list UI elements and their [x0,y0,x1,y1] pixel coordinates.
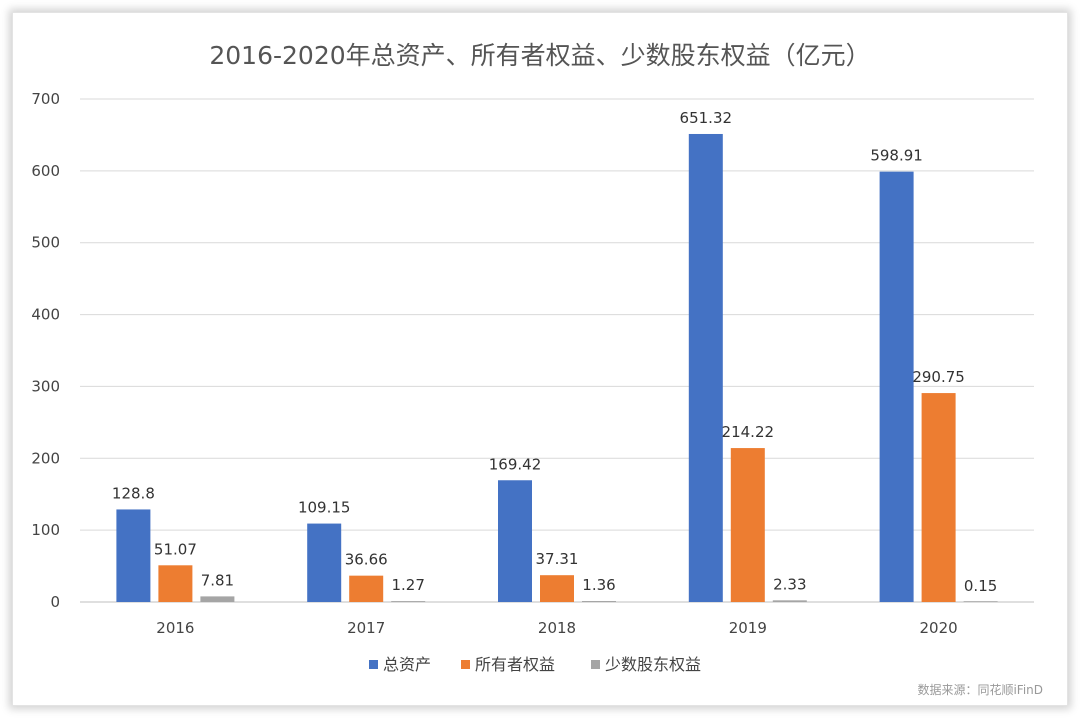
legend: 总资产 所有者权益 少数股东权益 [369,655,701,674]
bar-2019-3 [772,600,807,602]
bar-2018-1 [498,480,532,602]
x-tick-label: 2017 [347,619,385,637]
data-label: 1.36 [582,576,615,594]
bar-2018-2 [540,575,574,602]
chart-title: 2016-2020年总资产、所有者权益、少数股东权益（亿元） [209,41,870,70]
x-tick-label: 2019 [729,619,767,637]
bar-2016-2 [158,565,193,602]
grid-lines [80,98,1034,603]
data-label: 290.75 [912,368,965,386]
bar-2017-2 [349,575,384,602]
bar-2016-3 [200,596,235,602]
x-axis: 2016 2017 2018 2019 2020 [156,619,957,637]
legend-item: 总资产 [369,655,431,674]
data-label: 2.33 [773,575,806,593]
legend-item: 少数股东权益 [591,655,701,674]
data-label: 598.91 [870,147,923,165]
bar-2020-1 [879,171,914,602]
data-labels: 128.8 51.077.81 109.15 36.661.27 169.42 37.31… [112,109,997,595]
data-label: 0.15 [964,577,997,595]
bar-2019-2 [730,448,765,602]
bar-2020-2 [921,393,956,602]
bar-2017-1 [307,523,342,602]
data-label: 651.32 [680,109,733,127]
legend-swatch [369,660,378,669]
y-tick-label: 100 [31,521,60,539]
y-axis: 0 100 200 300 400 500 600 700 [31,90,60,611]
x-tick-label: 2016 [156,619,194,637]
legend-label: 少数股东权益 [605,655,701,674]
y-tick-label: 600 [31,162,60,180]
y-tick-label: 300 [31,377,60,395]
legend-label: 所有者权益 [475,655,555,674]
bar-2019-1 [688,133,723,603]
bar-2016-1 [116,509,151,602]
x-tick-label: 2018 [538,619,576,637]
data-label: 128.8 [112,484,155,502]
y-tick-label: 400 [31,306,60,324]
data-label: 7.81 [201,571,234,589]
bar-2017-3 [391,601,426,602]
x-tick-label: 2020 [920,619,958,637]
data-label: 36.66 [345,551,388,569]
y-tick-label: 700 [31,90,60,108]
data-label: 109.15 [298,499,351,517]
legend-swatch [461,660,470,669]
bars [116,133,998,603]
y-tick-label: 200 [31,449,60,467]
y-tick-label: 500 [31,234,60,252]
data-label: 1.27 [391,576,424,594]
data-label: 169.42 [489,455,542,473]
source-note: 数据来源：同花顺iFinD [917,682,1043,697]
y-tick-label: 0 [50,593,60,611]
legend-swatch [591,660,600,669]
data-label: 37.31 [536,550,579,568]
bar-2020-3 [963,601,998,602]
data-label: 214.22 [722,423,775,441]
legend-label: 总资产 [383,655,431,674]
data-label: 51.07 [154,540,197,558]
legend-item: 所有者权益 [461,655,555,674]
bar-2018-3 [582,601,616,602]
